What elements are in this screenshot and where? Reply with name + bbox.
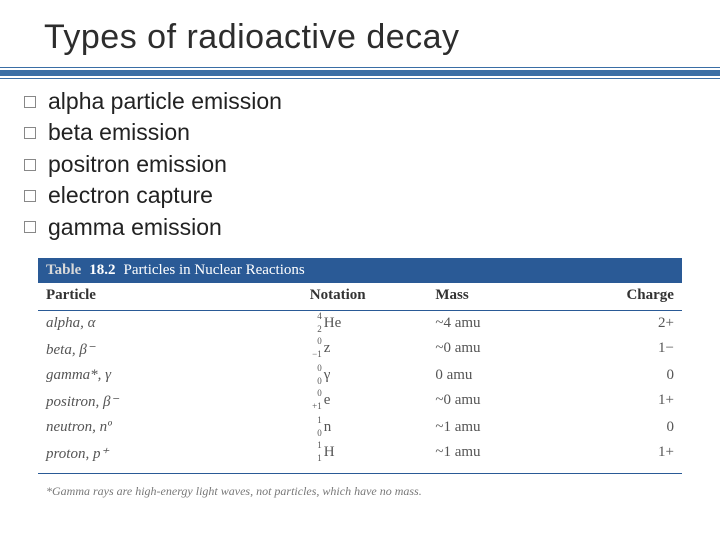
cell-mass: ~1 amu — [435, 444, 561, 463]
table-row: gamma*, γ 0 0 γ 0 amu 0 — [38, 363, 682, 388]
cell-particle: alpha, α — [46, 315, 310, 332]
cell-charge: 0 — [561, 367, 674, 384]
col-header-charge: Charge — [561, 287, 674, 304]
cell-charge: 1+ — [561, 392, 674, 411]
cell-particle: gamma*, γ — [46, 367, 310, 384]
cell-notation: 1 1 H — [310, 444, 436, 463]
table-row: alpha, α 4 2 He ~4 amu 2+ — [38, 311, 682, 336]
slide: Types of radioactive decay alpha particl… — [0, 0, 720, 540]
table-column-headers: Particle Notation Mass Charge — [38, 283, 682, 311]
page-title: Types of radioactive decay — [44, 18, 720, 57]
cell-mass: ~4 amu — [435, 315, 561, 332]
cell-notation: 0 0 γ — [310, 367, 436, 384]
table-label: Table — [46, 262, 81, 279]
cell-notation: 0 −1 z — [310, 340, 436, 359]
title-rule — [0, 67, 720, 79]
cell-notation: 0 +1 e — [310, 392, 436, 411]
table-footnote: *Gamma rays are high-energy light waves,… — [38, 474, 682, 499]
bullet-icon — [24, 96, 36, 108]
table-title: Particles in Nuclear Reactions — [124, 262, 305, 279]
table-number: 18.2 — [89, 262, 115, 279]
table-row: proton, p⁺ 1 1 H ~1 amu 1+ — [38, 440, 682, 474]
col-header-mass: Mass — [435, 287, 561, 304]
cell-particle: proton, p⁺ — [46, 444, 310, 463]
list-item: alpha particle emission — [24, 87, 720, 116]
cell-charge: 2+ — [561, 315, 674, 332]
cell-mass: ~1 amu — [435, 419, 561, 436]
bullet-list: alpha particle emission beta emission po… — [0, 79, 720, 242]
col-header-notation: Notation — [310, 287, 436, 304]
cell-charge: 1− — [561, 340, 674, 359]
bullet-text: beta emission — [48, 118, 190, 147]
list-item: positron emission — [24, 150, 720, 179]
cell-notation: 4 2 He — [310, 315, 436, 332]
cell-particle: neutron, nº — [46, 419, 310, 436]
bullet-icon — [24, 159, 36, 171]
cell-mass: ~0 amu — [435, 340, 561, 359]
table-title-bar: Table 18.2 Particles in Nuclear Reaction… — [38, 258, 682, 283]
bullet-icon — [24, 190, 36, 202]
bullet-text: gamma emission — [48, 213, 222, 242]
cell-charge: 0 — [561, 419, 674, 436]
table-row: neutron, nº 1 0 n ~1 amu 0 — [38, 415, 682, 440]
table-row: positron, β⁻ 0 +1 e ~0 amu 1+ — [38, 388, 682, 415]
list-item: beta emission — [24, 118, 720, 147]
cell-mass: ~0 amu — [435, 392, 561, 411]
bullet-text: electron capture — [48, 181, 213, 210]
cell-mass: 0 amu — [435, 367, 561, 384]
list-item: gamma emission — [24, 213, 720, 242]
particles-table: Table 18.2 Particles in Nuclear Reaction… — [38, 258, 682, 499]
list-item: electron capture — [24, 181, 720, 210]
title-area: Types of radioactive decay — [0, 0, 720, 57]
col-header-particle: Particle — [46, 287, 310, 304]
cell-notation: 1 0 n — [310, 419, 436, 436]
bullet-text: positron emission — [48, 150, 227, 179]
cell-particle: positron, β⁻ — [46, 392, 310, 411]
bullet-icon — [24, 127, 36, 139]
bullet-icon — [24, 221, 36, 233]
cell-charge: 1+ — [561, 444, 674, 463]
table-row: beta, β⁻ 0 −1 z ~0 amu 1− — [38, 336, 682, 363]
cell-particle: beta, β⁻ — [46, 340, 310, 359]
bullet-text: alpha particle emission — [48, 87, 282, 116]
